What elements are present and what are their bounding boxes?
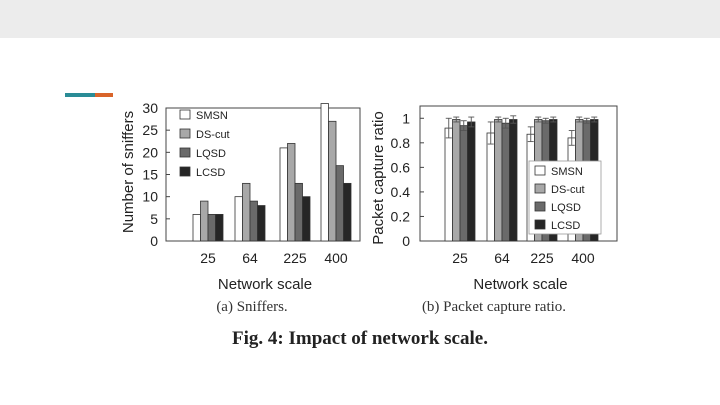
bar-lqsd-25: [459, 125, 468, 242]
legend-swatch-ds-cut: [179, 128, 191, 139]
y-tick-label: 20: [142, 144, 158, 160]
x-tick-label-64: 64: [242, 250, 258, 266]
x-tick-label-400: 400: [324, 250, 348, 266]
y-tick-label: 30: [142, 100, 158, 116]
bar-ds-cut-25: [452, 119, 461, 242]
bar-lcsd-225: [302, 196, 311, 242]
y-tick-label: 0.4: [391, 184, 411, 200]
y-tick-label: 5: [150, 211, 158, 227]
bar-smsn-64: [486, 132, 495, 242]
legend-label-lqsd: LQSD: [551, 202, 581, 214]
x-axis-label: Network scale: [218, 276, 312, 293]
legend: SMSN DS-cut LQSD LCSD: [528, 160, 602, 235]
y-axis-label: Number of sniffers: [120, 111, 137, 233]
legend-swatch-lqsd: [534, 201, 546, 212]
bar-lqsd-64: [501, 122, 510, 242]
bar-lcsd-64: [509, 119, 518, 242]
y-tick-label: 15: [142, 167, 158, 183]
accent-bar-orange: [95, 93, 113, 97]
y-tick-label: 0.6: [391, 159, 411, 175]
bar-lcsd-400: [343, 182, 352, 242]
legend-swatch-smsn: [534, 165, 546, 176]
legend-swatch-smsn: [179, 109, 191, 120]
y-axis-label: Packet capture ratio: [370, 111, 387, 244]
legend-label-smsn: SMSN: [551, 166, 583, 178]
x-tick-label-225: 225: [530, 250, 554, 266]
bar-smsn-25: [192, 213, 201, 242]
bar-smsn-64: [234, 196, 243, 242]
bar-ds-cut-64: [494, 119, 503, 242]
slide-top-band: [0, 0, 720, 38]
subfigure-caption: (b) Packet capture ratio.: [422, 299, 566, 315]
x-tick-label-64: 64: [494, 250, 510, 266]
x-tick-label-25: 25: [452, 250, 468, 266]
legend: SMSN DS-cut LQSD LCSD: [179, 109, 230, 179]
bar-smsn-400: [320, 103, 329, 242]
y-tick-label: 0: [150, 233, 158, 249]
legend-swatch-lqsd: [179, 147, 191, 158]
bar-smsn-25: [444, 127, 453, 242]
y-tick-label: 0: [402, 233, 410, 249]
bar-lcsd-25: [215, 213, 224, 242]
y-tick-label: 0.8: [391, 135, 411, 151]
bar-ds-cut-25: [200, 200, 209, 242]
bar-lqsd-225: [294, 182, 303, 242]
bar-lqsd-400: [335, 165, 344, 242]
x-tick-label-25: 25: [200, 250, 216, 266]
bar-smsn-225: [279, 147, 288, 242]
bar-lqsd-64: [249, 200, 258, 242]
bar-lqsd-25: [207, 213, 216, 242]
chart-capture-ratio: 0 0.2 0.4 0.6 0.8 1 25 64 225 400 SMSN DS-cut LQSD LC…: [370, 105, 618, 315]
bar-ds-cut-225: [287, 143, 296, 242]
legend-swatch-lcsd: [179, 166, 191, 177]
bar-lcsd-25: [467, 121, 476, 242]
legend-label-smsn: SMSN: [196, 110, 228, 122]
legend-label-lqsd: LQSD: [196, 148, 226, 160]
bar-lcsd-64: [257, 205, 266, 242]
legend-label-lcsd: LCSD: [196, 167, 225, 179]
y-tick-label: 10: [142, 189, 158, 205]
x-tick-label-400: 400: [571, 250, 595, 266]
legend-swatch-lcsd: [534, 219, 546, 230]
chart-sniffers: 0 5 10 15 20 25 30 25 64 225 400 SMSN DS-cut LQSD LCSD…: [120, 100, 361, 315]
legend-swatch-ds-cut: [534, 183, 546, 194]
y-tick-label: 1: [402, 110, 410, 126]
figure-caption: Fig. 4: Impact of network scale.: [232, 328, 488, 349]
y-tick-label: 0.2: [391, 208, 411, 224]
plot-frame: [419, 105, 618, 242]
accent-bar-teal: [65, 93, 95, 97]
x-tick-label-225: 225: [283, 250, 307, 266]
y-tick-label: 25: [142, 122, 158, 138]
legend-label-ds-cut: DS-cut: [196, 129, 230, 141]
bar-ds-cut-64: [242, 182, 251, 242]
subfigure-caption: (a) Sniffers.: [216, 299, 287, 315]
bar-ds-cut-400: [328, 120, 337, 242]
legend-label-lcsd: LCSD: [551, 220, 580, 232]
x-axis-label: Network scale: [473, 276, 567, 293]
legend-label-ds-cut: DS-cut: [551, 184, 585, 196]
